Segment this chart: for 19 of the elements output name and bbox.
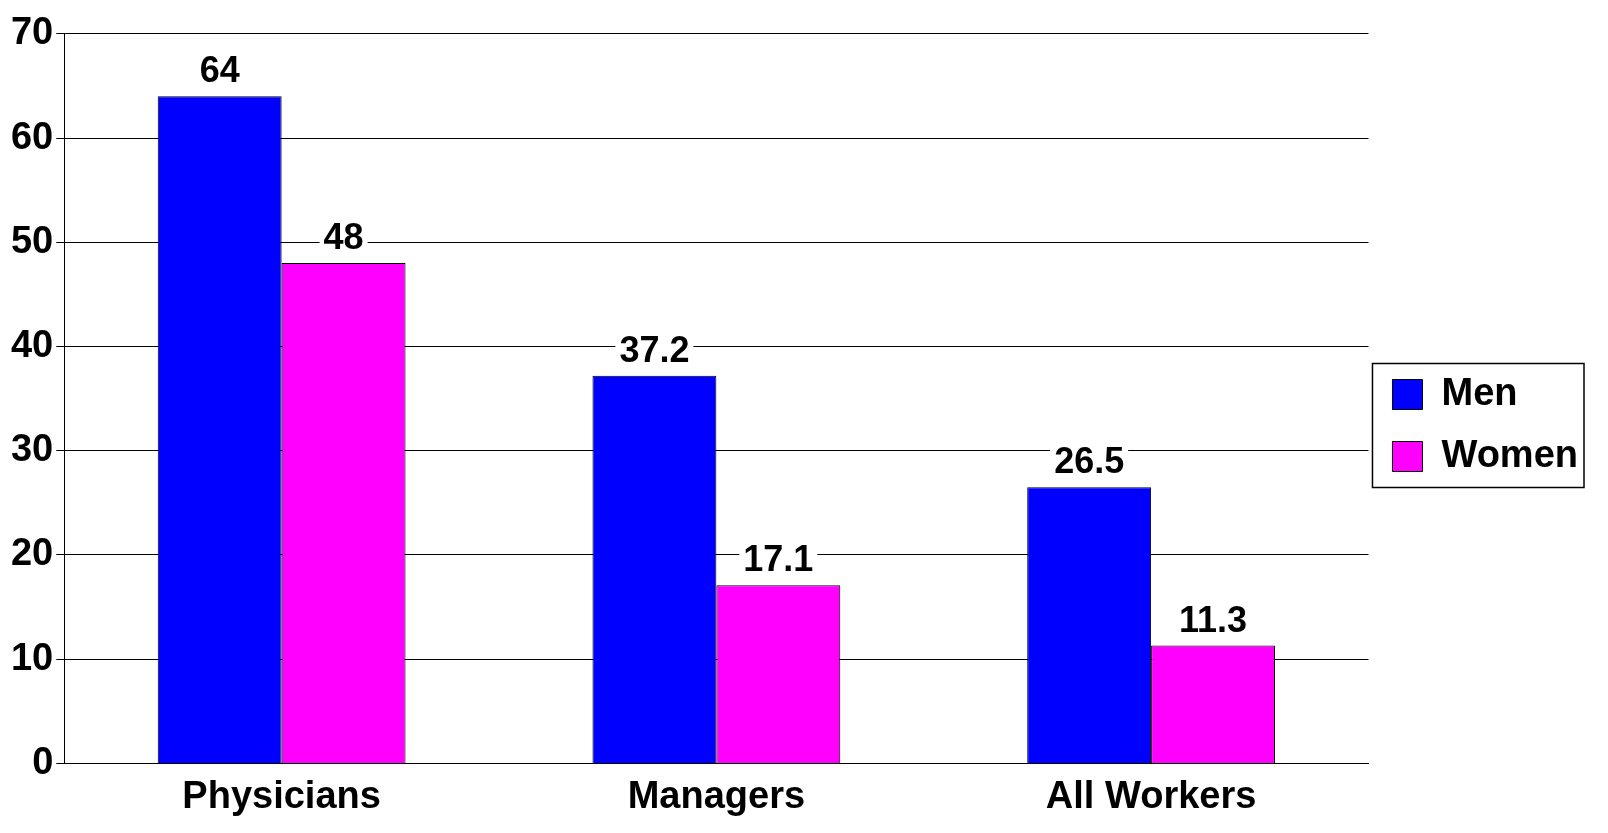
y-tick-label: 20	[10, 531, 54, 574]
data-label: 17.1	[743, 538, 814, 580]
data-label: 64	[199, 49, 240, 91]
y-tick-label: 60	[10, 114, 54, 157]
x-tick-label: Managers	[627, 773, 806, 816]
x-tick-label: Physicians	[182, 773, 381, 816]
data-label: 11.3	[1179, 598, 1248, 640]
y-tick-label: 30	[10, 427, 54, 470]
y-tick-label: 70	[10, 10, 54, 53]
y-tick-label: 50	[10, 218, 54, 261]
y-tick-label: 0	[32, 739, 54, 782]
y-tick-label: 40	[10, 322, 54, 365]
x-tick-label: All Workers	[1045, 773, 1257, 816]
legend-label: Women	[1441, 432, 1579, 475]
y-tick-label: 10	[10, 635, 54, 678]
data-label: 37.2	[619, 328, 690, 370]
data-label: 26.5	[1054, 440, 1125, 482]
legend-label: Men	[1441, 370, 1518, 413]
data-label: 48	[323, 216, 364, 258]
